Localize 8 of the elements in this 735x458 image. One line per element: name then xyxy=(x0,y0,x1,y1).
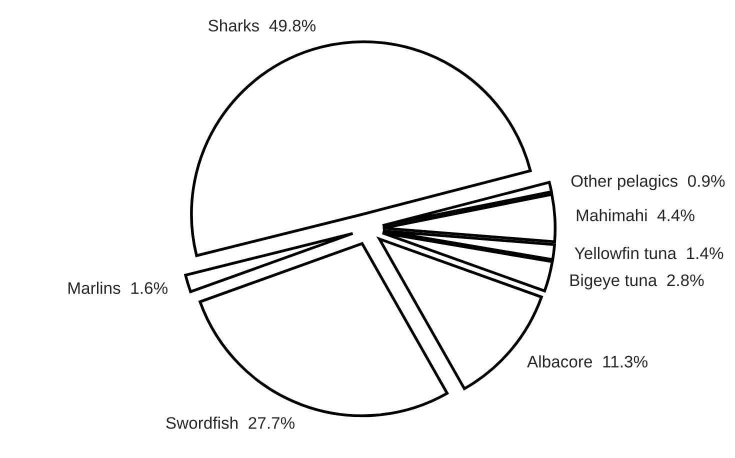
slice-label: Mahimahi 4.4% xyxy=(576,208,694,222)
slice-label: Marlins 1.6% xyxy=(68,282,168,294)
slice-label: Yellowfin tuna 1.4% xyxy=(574,246,724,260)
slice-label: Swordfish 27.7% xyxy=(166,416,295,429)
slice-label: Other pelagics 0.9% xyxy=(571,174,725,190)
slice-label: Albacore 11.3% xyxy=(527,355,648,368)
slice-label: Sharks 49.8% xyxy=(208,19,316,32)
slice-label: Bigeye tuna 2.8% xyxy=(570,274,704,290)
